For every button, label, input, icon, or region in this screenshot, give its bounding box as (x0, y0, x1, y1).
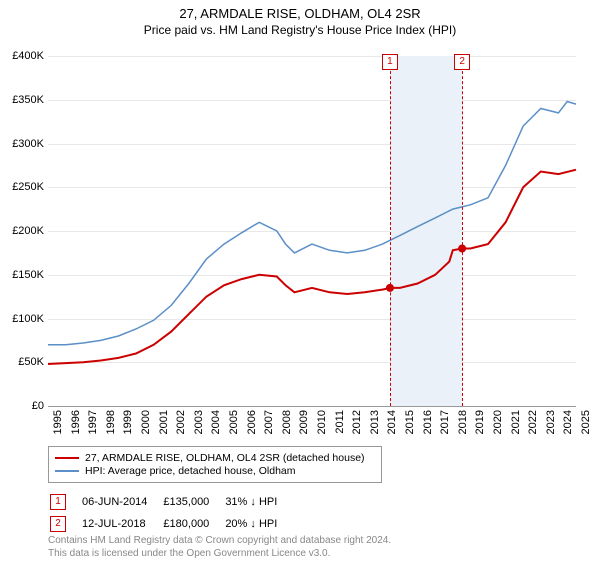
legend-item: HPI: Average price, detached house, Oldh… (55, 465, 375, 477)
x-axis-label: 2012 (351, 410, 363, 440)
legend-item: 27, ARMDALE RISE, OLDHAM, OL4 2SR (detac… (55, 452, 375, 464)
y-axis-label: £400K (0, 50, 44, 62)
legend: 27, ARMDALE RISE, OLDHAM, OL4 2SR (detac… (48, 446, 382, 483)
sale-date: 06-JUN-2014 (82, 492, 161, 512)
legend-label: 27, ARMDALE RISE, OLDHAM, OL4 2SR (detac… (85, 452, 365, 464)
x-axis-label: 2022 (527, 410, 539, 440)
x-axis-label: 1996 (70, 410, 82, 440)
sale-price: £135,000 (163, 492, 223, 512)
footer-line-1: Contains HM Land Registry data © Crown c… (48, 534, 391, 547)
sale-delta: 31% ↓ HPI (225, 492, 291, 512)
sale-row: 2 12-JUL-2018£180,00020% ↓ HPI (50, 514, 291, 534)
x-axis-label: 2017 (439, 410, 451, 440)
series-line (48, 102, 576, 345)
x-axis-label: 2003 (193, 410, 205, 440)
x-axis-label: 2011 (334, 410, 346, 440)
y-axis-label: £200K (0, 225, 44, 237)
x-axis-label: 2000 (140, 410, 152, 440)
sale-delta: 20% ↓ HPI (225, 514, 291, 534)
x-axis-label: 2001 (158, 410, 170, 440)
legend-swatch (55, 457, 79, 459)
footer-attribution: Contains HM Land Registry data © Crown c… (48, 534, 391, 560)
x-axis-label: 2021 (510, 410, 522, 440)
x-axis-label: 2006 (246, 410, 258, 440)
x-axis-label: 2019 (474, 410, 486, 440)
sale-badge: 2 (50, 516, 66, 532)
x-axis-label: 2023 (545, 410, 557, 440)
chart-container: 27, ARMDALE RISE, OLDHAM, OL4 2SR Price … (0, 6, 600, 566)
sales-table: 1 06-JUN-2014£135,00031% ↓ HPI 2 12-JUL-201… (48, 490, 293, 536)
x-axis-label: 2008 (281, 410, 293, 440)
chart-title: 27, ARMDALE RISE, OLDHAM, OL4 2SR (0, 6, 600, 21)
marker-badge: 1 (382, 54, 398, 70)
x-axis-label: 2015 (404, 410, 416, 440)
y-axis-label: £50K (0, 356, 44, 368)
footer-line-2: This data is licensed under the Open Gov… (48, 547, 391, 560)
sale-date: 12-JUL-2018 (82, 514, 161, 534)
y-axis-label: £100K (0, 313, 44, 325)
x-axis-label: 2009 (298, 410, 310, 440)
y-axis-label: £350K (0, 94, 44, 106)
x-axis-label: 2016 (422, 410, 434, 440)
sale-price: £180,000 (163, 514, 223, 534)
marker-line (462, 56, 463, 406)
x-axis-label: 2025 (580, 410, 592, 440)
sale-row: 1 06-JUN-2014£135,00031% ↓ HPI (50, 492, 291, 512)
x-axis-label: 2002 (175, 410, 187, 440)
x-axis-label: 2014 (386, 410, 398, 440)
x-axis-label: 2024 (562, 410, 574, 440)
x-axis-label: 2005 (228, 410, 240, 440)
marker-line (390, 56, 391, 406)
x-axis-label: 1995 (52, 410, 64, 440)
x-axis-label: 2004 (210, 410, 222, 440)
x-axis-label: 2018 (457, 410, 469, 440)
x-axis-label: 1999 (122, 410, 134, 440)
y-axis-label: £300K (0, 138, 44, 150)
chart-svg (48, 56, 576, 406)
x-axis-label: 2020 (492, 410, 504, 440)
legend-swatch (55, 470, 79, 472)
marker-badge: 2 (454, 54, 470, 70)
y-axis-label: £150K (0, 269, 44, 281)
x-axis-label: 1998 (105, 410, 117, 440)
sale-badge: 1 (50, 494, 66, 510)
chart-subtitle: Price paid vs. HM Land Registry's House … (0, 23, 600, 37)
x-axis-label: 2007 (263, 410, 275, 440)
legend-label: HPI: Average price, detached house, Oldh… (85, 465, 296, 477)
y-axis-label: £0 (0, 400, 44, 412)
x-axis-label: 1997 (87, 410, 99, 440)
series-line (48, 170, 576, 364)
x-axis-label: 2010 (316, 410, 328, 440)
x-axis-label: 2013 (369, 410, 381, 440)
y-axis-label: £250K (0, 181, 44, 193)
